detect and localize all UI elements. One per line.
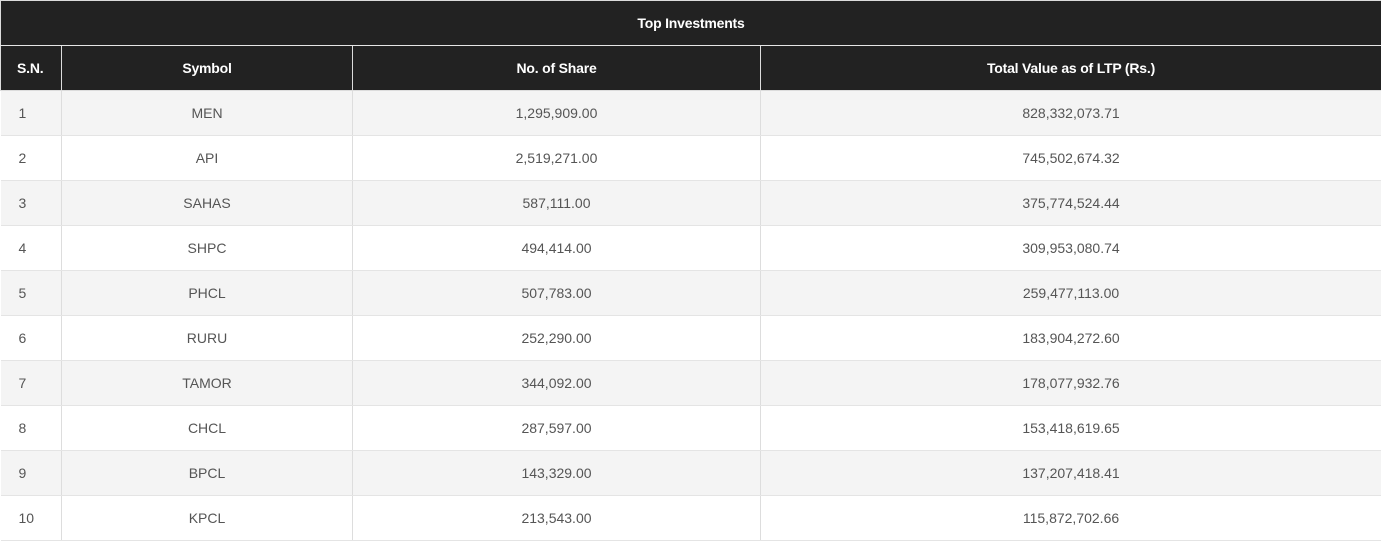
cell-symbol: BPCL [61,450,353,496]
cell-symbol: API [61,135,353,181]
table-row: 4 SHPC 494,414.00 309,953,080.74 [0,225,1381,271]
cell-sn: 6 [0,315,62,361]
cell-sn: 3 [0,180,62,226]
table-row: 6 RURU 252,290.00 183,904,272.60 [0,315,1381,361]
column-header-symbol: Symbol [61,45,353,91]
cell-sn: 1 [0,90,62,136]
table-row: 5 PHCL 507,783.00 259,477,113.00 [0,270,1381,316]
cell-sn: 10 [0,495,62,541]
cell-no-of-share: 587,111.00 [352,180,761,226]
table-row: 7 TAMOR 344,092.00 178,077,932.76 [0,360,1381,406]
cell-total-value: 153,418,619.65 [760,405,1381,451]
cell-no-of-share: 143,329.00 [352,450,761,496]
cell-symbol: MEN [61,90,353,136]
table-title: Top Investments [0,0,1381,46]
cell-no-of-share: 287,597.00 [352,405,761,451]
cell-sn: 5 [0,270,62,316]
cell-sn: 8 [0,405,62,451]
cell-sn: 9 [0,450,62,496]
column-header-total-value: Total Value as of LTP (Rs.) [759,45,1381,91]
cell-no-of-share: 213,543.00 [352,495,761,541]
table-row: 3 SAHAS 587,111.00 375,774,524.44 [0,180,1381,226]
cell-no-of-share: 494,414.00 [352,225,761,271]
table-row: 2 API 2,519,271.00 745,502,674.32 [0,135,1381,181]
cell-total-value: 178,077,932.76 [760,360,1381,406]
table-row: 9 BPCL 143,329.00 137,207,418.41 [0,450,1381,496]
cell-total-value: 828,332,073.71 [760,90,1381,136]
cell-no-of-share: 252,290.00 [352,315,761,361]
cell-total-value: 183,904,272.60 [760,315,1381,361]
cell-symbol: CHCL [61,405,353,451]
table-row: 1 MEN 1,295,909.00 828,332,073.71 [0,90,1381,136]
table-title-row: Top Investments [0,0,1381,46]
cell-sn: 7 [0,360,62,406]
table-row: 10 KPCL 213,543.00 115,872,702.66 [0,495,1381,541]
cell-total-value: 375,774,524.44 [760,180,1381,226]
cell-no-of-share: 507,783.00 [352,270,761,316]
table-body: 1 MEN 1,295,909.00 828,332,073.71 2 API … [0,90,1381,541]
cell-no-of-share: 344,092.00 [352,360,761,406]
cell-total-value: 259,477,113.00 [760,270,1381,316]
cell-total-value: 309,953,080.74 [760,225,1381,271]
column-header-row: S.N. Symbol No. of Share Total Value as … [0,45,1381,91]
cell-total-value: 115,872,702.66 [760,495,1381,541]
cell-sn: 4 [0,225,62,271]
cell-symbol: TAMOR [61,360,353,406]
cell-symbol: SAHAS [61,180,353,226]
cell-symbol: SHPC [61,225,353,271]
cell-no-of-share: 2,519,271.00 [352,135,761,181]
cell-total-value: 137,207,418.41 [760,450,1381,496]
cell-symbol: PHCL [61,270,353,316]
cell-symbol: RURU [61,315,353,361]
column-header-sn: S.N. [0,45,62,91]
cell-total-value: 745,502,674.32 [760,135,1381,181]
table-row: 8 CHCL 287,597.00 153,418,619.65 [0,405,1381,451]
column-header-no-of-share: No. of Share [352,45,761,91]
cell-no-of-share: 1,295,909.00 [352,90,761,136]
cell-sn: 2 [0,135,62,181]
table-header: Top Investments S.N. Symbol No. of Share… [0,0,1381,91]
cell-symbol: KPCL [61,495,353,541]
